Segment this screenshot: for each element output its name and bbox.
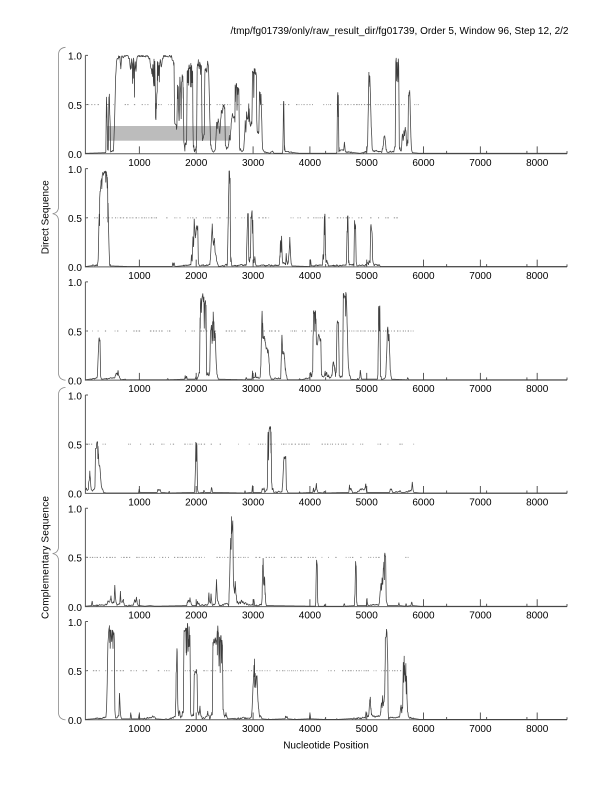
svg-text:1.0: 1.0 xyxy=(68,391,82,402)
svg-text:8000: 8000 xyxy=(526,724,549,735)
svg-text:4000: 4000 xyxy=(299,498,322,509)
svg-text:2000: 2000 xyxy=(185,271,208,282)
svg-text:4000: 4000 xyxy=(299,271,322,282)
svg-text:0.5: 0.5 xyxy=(68,327,82,338)
svg-text:4000: 4000 xyxy=(299,158,322,169)
svg-text:1000: 1000 xyxy=(128,384,151,395)
svg-text:3000: 3000 xyxy=(242,158,265,169)
svg-text:1000: 1000 xyxy=(128,611,151,622)
svg-text:6000: 6000 xyxy=(412,611,435,622)
svg-text:5000: 5000 xyxy=(356,384,379,395)
svg-text:8000: 8000 xyxy=(526,611,549,622)
svg-text:0.5: 0.5 xyxy=(68,101,82,112)
svg-text:8000: 8000 xyxy=(526,271,549,282)
svg-text:7000: 7000 xyxy=(469,498,492,509)
svg-text:0.0: 0.0 xyxy=(68,263,82,274)
svg-text:5000: 5000 xyxy=(356,158,379,169)
svg-text:2000: 2000 xyxy=(185,384,208,395)
svg-text:0.0: 0.0 xyxy=(68,490,82,501)
svg-text:0.5: 0.5 xyxy=(68,554,82,565)
svg-text:5000: 5000 xyxy=(356,498,379,509)
svg-text:7000: 7000 xyxy=(469,384,492,395)
svg-text:0.0: 0.0 xyxy=(68,603,82,614)
svg-text:5000: 5000 xyxy=(356,271,379,282)
svg-text:2000: 2000 xyxy=(185,724,208,735)
svg-text:7000: 7000 xyxy=(469,724,492,735)
svg-text:0.0: 0.0 xyxy=(68,716,82,727)
svg-text:2000: 2000 xyxy=(185,158,208,169)
svg-text:3000: 3000 xyxy=(242,724,265,735)
svg-text:8000: 8000 xyxy=(526,384,549,395)
svg-text:3000: 3000 xyxy=(242,611,265,622)
svg-text:3000: 3000 xyxy=(242,271,265,282)
svg-text:2000: 2000 xyxy=(185,498,208,509)
svg-text:6000: 6000 xyxy=(412,384,435,395)
svg-text:6000: 6000 xyxy=(412,158,435,169)
svg-text:1.0: 1.0 xyxy=(68,618,82,629)
svg-text:Complementary Sequence: Complementary Sequence xyxy=(41,496,52,619)
svg-text:Nucleotide Position: Nucleotide Position xyxy=(283,741,369,752)
svg-text:8000: 8000 xyxy=(526,158,549,169)
svg-text:0.5: 0.5 xyxy=(68,441,82,452)
svg-text:7000: 7000 xyxy=(469,271,492,282)
svg-text:1.0: 1.0 xyxy=(68,505,82,516)
svg-text:2000: 2000 xyxy=(185,611,208,622)
svg-text:1000: 1000 xyxy=(128,724,151,735)
svg-text:0.0: 0.0 xyxy=(68,150,82,161)
svg-text:/tmp/fg01739/only/raw_result_d: /tmp/fg01739/only/raw_result_dir/fg01739… xyxy=(231,26,569,37)
svg-text:6000: 6000 xyxy=(412,498,435,509)
svg-text:6000: 6000 xyxy=(412,724,435,735)
svg-text:4000: 4000 xyxy=(299,384,322,395)
svg-text:7000: 7000 xyxy=(469,158,492,169)
svg-text:0.5: 0.5 xyxy=(68,667,82,678)
svg-text:1.0: 1.0 xyxy=(68,165,82,176)
svg-text:8000: 8000 xyxy=(526,498,549,509)
svg-text:1000: 1000 xyxy=(128,498,151,509)
svg-text:6000: 6000 xyxy=(412,271,435,282)
svg-text:4000: 4000 xyxy=(299,724,322,735)
svg-text:4000: 4000 xyxy=(299,611,322,622)
svg-text:5000: 5000 xyxy=(356,724,379,735)
svg-text:1000: 1000 xyxy=(128,158,151,169)
svg-text:7000: 7000 xyxy=(469,611,492,622)
svg-text:1.0: 1.0 xyxy=(68,278,82,289)
svg-text:0.0: 0.0 xyxy=(68,376,82,387)
svg-text:5000: 5000 xyxy=(356,611,379,622)
svg-text:3000: 3000 xyxy=(242,498,265,509)
svg-text:3000: 3000 xyxy=(242,384,265,395)
svg-text:1.0: 1.0 xyxy=(68,52,82,63)
svg-text:Direct Sequence: Direct Sequence xyxy=(41,180,52,254)
svg-text:1000: 1000 xyxy=(128,271,151,282)
svg-text:0.5: 0.5 xyxy=(68,214,82,225)
